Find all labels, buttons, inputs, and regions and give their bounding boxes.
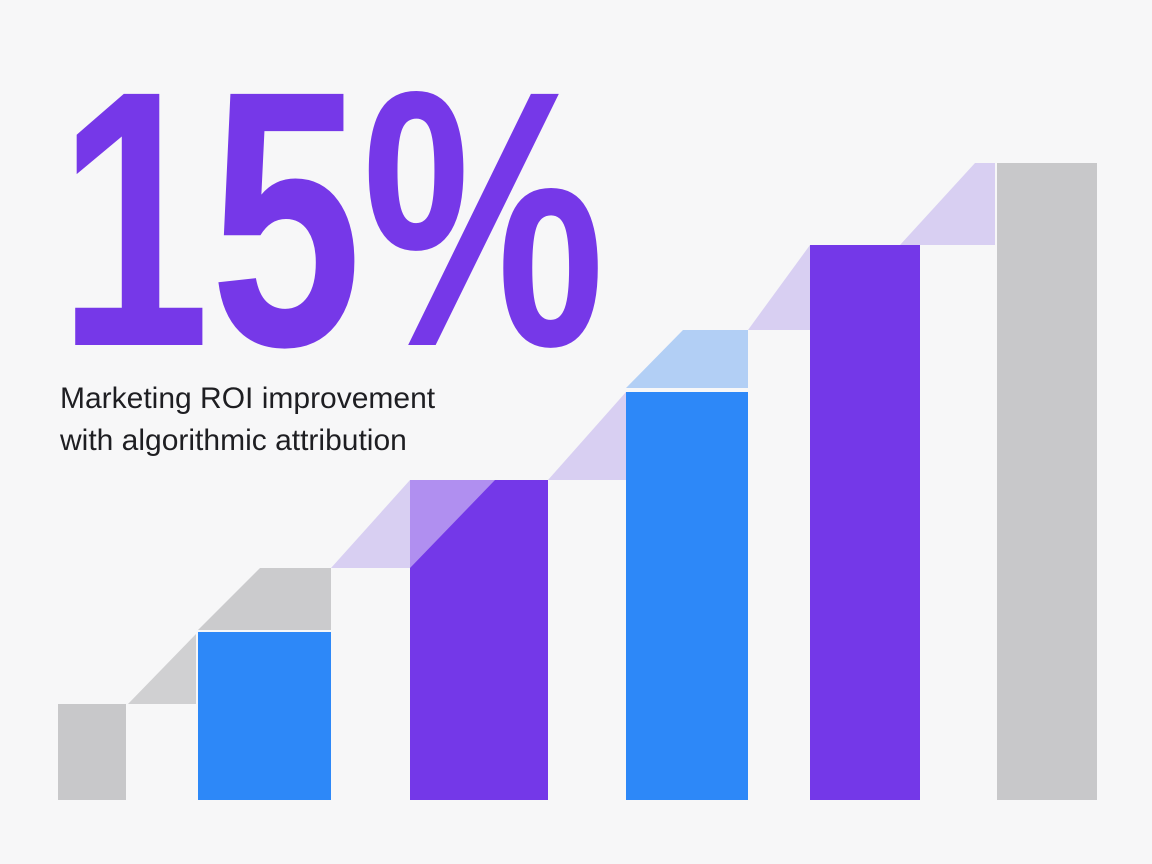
bar-cap (198, 568, 331, 630)
connector (748, 245, 810, 330)
bar-cap (410, 480, 495, 568)
bar-cap (626, 330, 748, 388)
subtitle-line: Marketing ROI improvement (60, 382, 436, 415)
bar (810, 245, 920, 800)
subtitle-line: with algorithmic attribution (59, 424, 407, 457)
bar (997, 163, 1097, 800)
connector (548, 392, 626, 480)
connector (900, 163, 995, 245)
bar (58, 704, 126, 800)
connector (128, 634, 196, 704)
connector (331, 480, 410, 568)
bar (198, 632, 331, 800)
headline: 15% (58, 16, 605, 423)
bar (626, 392, 748, 800)
decorative-bars (58, 163, 1097, 800)
